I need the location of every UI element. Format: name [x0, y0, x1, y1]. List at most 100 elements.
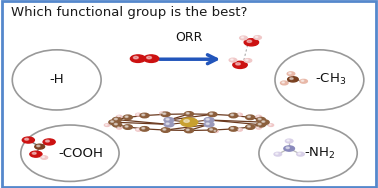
Text: Which functional group is the best?: Which functional group is the best? [11, 6, 248, 19]
Circle shape [210, 129, 212, 130]
Circle shape [276, 153, 278, 154]
Circle shape [37, 145, 40, 147]
Circle shape [231, 127, 234, 129]
Text: -CH$_3$: -CH$_3$ [315, 72, 346, 87]
Circle shape [284, 146, 294, 151]
Circle shape [41, 156, 48, 159]
Circle shape [104, 124, 110, 127]
Circle shape [109, 120, 118, 124]
Text: -H: -H [50, 73, 64, 86]
Circle shape [270, 124, 271, 125]
Circle shape [214, 130, 216, 131]
Circle shape [208, 112, 217, 117]
Text: ORR: ORR [175, 31, 203, 44]
Circle shape [210, 113, 212, 114]
Circle shape [30, 151, 42, 157]
Circle shape [42, 157, 44, 158]
Circle shape [256, 123, 265, 127]
Circle shape [133, 56, 138, 59]
Circle shape [229, 58, 237, 62]
Circle shape [186, 113, 189, 114]
Circle shape [298, 153, 301, 154]
Ellipse shape [21, 125, 119, 181]
Circle shape [287, 140, 289, 141]
Circle shape [287, 72, 295, 76]
Circle shape [137, 114, 138, 115]
Circle shape [208, 128, 217, 132]
Circle shape [244, 39, 259, 46]
Circle shape [300, 79, 307, 83]
Ellipse shape [259, 125, 357, 181]
Circle shape [237, 129, 242, 131]
Circle shape [301, 80, 304, 81]
Circle shape [256, 115, 261, 118]
Circle shape [130, 55, 146, 62]
Text: -COOH: -COOH [59, 147, 104, 160]
Circle shape [117, 115, 122, 118]
Circle shape [206, 123, 209, 124]
Circle shape [136, 113, 141, 116]
Circle shape [25, 138, 29, 140]
Circle shape [233, 61, 247, 68]
Circle shape [289, 73, 291, 74]
Circle shape [115, 123, 117, 125]
Circle shape [184, 112, 194, 116]
Circle shape [111, 121, 113, 122]
Circle shape [45, 140, 50, 142]
Circle shape [142, 114, 145, 116]
Circle shape [184, 120, 189, 122]
Circle shape [246, 115, 255, 120]
Circle shape [290, 78, 293, 80]
Circle shape [240, 36, 247, 40]
Circle shape [254, 36, 261, 39]
Circle shape [184, 128, 194, 133]
Circle shape [246, 59, 248, 61]
Circle shape [125, 116, 128, 118]
Circle shape [262, 121, 265, 122]
Circle shape [257, 116, 259, 117]
Circle shape [204, 122, 214, 127]
Circle shape [32, 152, 36, 154]
Circle shape [268, 124, 274, 127]
Circle shape [257, 127, 259, 128]
Circle shape [166, 123, 169, 124]
Circle shape [136, 129, 141, 131]
Circle shape [123, 115, 132, 120]
Circle shape [140, 113, 149, 118]
Circle shape [137, 129, 138, 130]
Circle shape [206, 119, 209, 120]
Text: -NH$_2$: -NH$_2$ [304, 146, 335, 161]
Circle shape [22, 137, 34, 143]
Circle shape [160, 112, 165, 114]
Circle shape [117, 126, 122, 129]
Circle shape [280, 81, 288, 85]
Circle shape [229, 127, 238, 131]
Circle shape [186, 129, 189, 130]
Circle shape [140, 127, 149, 131]
Circle shape [35, 144, 45, 149]
Circle shape [247, 40, 252, 42]
Circle shape [163, 113, 166, 114]
Circle shape [118, 127, 119, 128]
Circle shape [274, 152, 282, 156]
Circle shape [286, 147, 290, 149]
Circle shape [288, 77, 298, 82]
Circle shape [204, 118, 214, 122]
Circle shape [161, 112, 170, 117]
Circle shape [164, 122, 174, 127]
Circle shape [260, 120, 269, 124]
Circle shape [297, 152, 304, 156]
Circle shape [213, 130, 218, 133]
Circle shape [229, 113, 238, 118]
Circle shape [282, 82, 284, 83]
Circle shape [180, 118, 198, 127]
Circle shape [258, 123, 261, 125]
Circle shape [166, 119, 169, 120]
Circle shape [248, 116, 250, 118]
Circle shape [241, 37, 243, 38]
Circle shape [105, 124, 107, 125]
Circle shape [256, 126, 261, 129]
Circle shape [231, 114, 234, 116]
Circle shape [238, 114, 240, 115]
Circle shape [125, 126, 128, 127]
